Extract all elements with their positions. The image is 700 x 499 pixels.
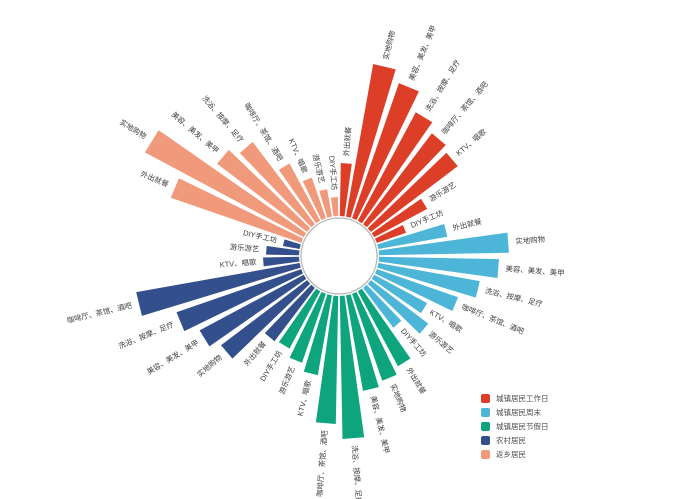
bar-label: 实地购物 [515, 235, 546, 246]
legend-label: 城镇居民节假日 [496, 421, 549, 431]
bar-label: 外出就餐 [405, 366, 428, 396]
chart-bar [363, 284, 402, 328]
chart-bar [266, 246, 300, 256]
legend-swatch [481, 435, 490, 445]
chart-bar [378, 256, 499, 278]
chart-bar [339, 295, 365, 439]
bar-label: 咖啡厅、茶馆、酒吧 [315, 430, 329, 498]
chart-bar [339, 163, 352, 217]
chart-bar [315, 295, 339, 424]
legend-label: 城镇居民周末 [496, 407, 541, 417]
chart-bar [377, 263, 480, 298]
chart-bar [363, 133, 446, 228]
legend-item: 农村居民 [481, 433, 549, 447]
chart-bar [278, 288, 321, 349]
chart-bar [330, 197, 339, 217]
chart-bar [371, 274, 428, 314]
chart-legend: 城镇居民工作日 城镇居民周末 城镇居民节假日 农村居民返乡居民 [481, 391, 549, 461]
chart-bar [199, 274, 307, 347]
legend-label: 农村居民 [496, 435, 526, 445]
chart-bar [170, 178, 303, 243]
chart-bar [221, 280, 311, 359]
chart-bar [282, 239, 301, 249]
chart-bar [357, 112, 433, 224]
bar-label: 美容、美发、美甲 [505, 264, 565, 278]
chart-bar [378, 232, 509, 256]
bar-label: 游乐游艺 [229, 242, 259, 253]
bar-label: DIY手工坊 [258, 348, 284, 383]
bar-label: 实地购物 [389, 382, 409, 413]
bar-label: 外出就餐 [139, 169, 170, 189]
bar-label: 游乐游艺 [311, 153, 327, 184]
bar-label: KTV、唱歌 [219, 257, 257, 269]
legend-item: 城镇居民节假日 [481, 419, 549, 433]
chart-bar [375, 225, 407, 243]
chart-bar [217, 149, 311, 232]
legend-swatch [481, 449, 490, 459]
bar-label: 实地购物 [195, 352, 224, 378]
bar-label: DIY手工坊 [327, 155, 339, 191]
chart-bar [302, 177, 326, 220]
chart-bar [346, 64, 396, 218]
chart-bar [352, 292, 397, 381]
chart-bar [136, 263, 301, 316]
chart-bar [377, 224, 448, 249]
bar-label: 咖啡厅、茶馆、酒吧 [460, 302, 525, 336]
chart-bar [239, 141, 315, 228]
legend-label: 城镇居民工作日 [496, 393, 549, 403]
chart-bar [352, 83, 419, 220]
bar-label: 美容、美发、美甲 [369, 395, 392, 455]
chart-bar [346, 294, 379, 391]
chart-bar [357, 288, 411, 367]
bar-label: 咖啡厅、茶馆、酒吧 [440, 79, 490, 136]
chart-bar [375, 269, 459, 311]
chart-bar [371, 198, 428, 238]
bar-label: 美容、美发、美甲 [407, 24, 438, 82]
center-ring [300, 217, 378, 295]
bar-label: 实地购物 [381, 29, 397, 60]
bar-label: 洗浴、按摩、足疗 [423, 58, 462, 114]
chart-bar [264, 284, 315, 342]
legend-item: 城镇居民工作日 [481, 391, 549, 405]
chart-bar [367, 280, 429, 334]
bar-label: KTV、唱歌 [296, 379, 313, 417]
chart-bar [303, 294, 332, 376]
bar-label: 洗浴、按摩、足疗 [350, 445, 364, 499]
bar-label: 实地购物 [118, 118, 148, 141]
bar-label: 游乐游艺 [277, 365, 297, 396]
legend-label: 返乡居民 [496, 449, 526, 459]
legend-swatch [481, 393, 490, 403]
legend-swatch [481, 421, 490, 431]
chart-bar [263, 256, 300, 267]
chart-bar [367, 152, 458, 232]
bar-label: 咖啡厅、茶馆、酒吧 [66, 301, 133, 325]
chart-bar [289, 292, 326, 363]
bar-label: 美容、美发、美甲 [145, 338, 200, 377]
legend-swatch [481, 407, 490, 417]
bar-label: 洗浴、按摩、足疗 [117, 320, 176, 351]
bar-label: 游乐游艺 [427, 329, 455, 355]
bar-label: 外出就餐 [342, 126, 353, 157]
chart-bar [319, 189, 332, 218]
bar-label: 洗浴、按摩、足疗 [484, 286, 544, 309]
legend-item: 返乡居民 [481, 447, 549, 461]
chart-bar [144, 130, 307, 238]
bar-label: KTV、唱歌 [454, 127, 488, 158]
chart-bar [176, 269, 303, 332]
legend-item: 城镇居民周末 [481, 405, 549, 419]
bar-label: 外出就餐 [452, 217, 483, 233]
chart-bar [278, 163, 321, 224]
